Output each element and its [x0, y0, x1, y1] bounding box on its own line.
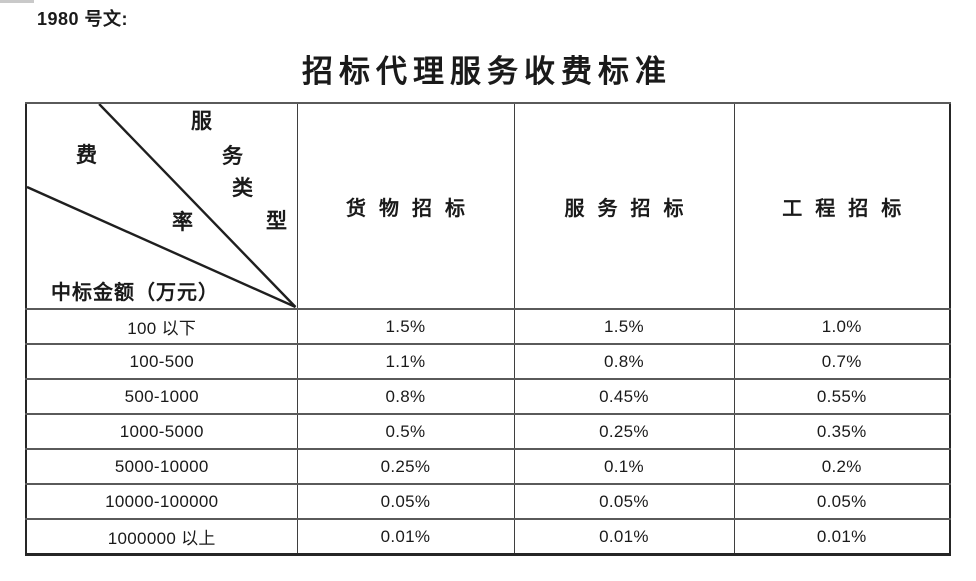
- table-row: 5000-10000 0.25% 0.1% 0.2%: [25, 448, 951, 485]
- service-type-char-3: 类: [232, 176, 266, 200]
- table-row: 1000-5000 0.5% 0.25% 0.35%: [25, 413, 951, 450]
- rate-cell: 0.55%: [733, 378, 951, 415]
- rate-cell: 0.25%: [296, 448, 515, 485]
- table-row: 500-1000 0.8% 0.45% 0.55%: [25, 378, 951, 415]
- rate-cell: 0.25%: [513, 413, 735, 450]
- rate-cell: 0.01%: [513, 518, 735, 555]
- diagonal-divider-lines: [27, 105, 296, 308]
- amount-range-cell: 1000000 以上: [25, 518, 298, 555]
- rate-cell: 0.8%: [513, 343, 735, 380]
- rate-cell: 1.5%: [513, 308, 735, 345]
- amount-range-cell: 10000-100000: [25, 483, 298, 520]
- page-title: 招标代理服务收费标准: [302, 54, 672, 89]
- column-header-services: 服务招标: [513, 102, 735, 310]
- table-header-row: 费 率 服 务 类 型 中标金额（万元） 货物招标 服务招标 工程招标: [25, 102, 951, 310]
- diagonal-header-cell: 费 率 服 务 类 型 中标金额（万元）: [25, 102, 298, 310]
- amount-range-cell: 100-500: [25, 343, 298, 380]
- rate-cell: 0.05%: [513, 483, 735, 520]
- service-type-char-2: 务: [222, 144, 256, 168]
- rate-cell: 0.05%: [733, 483, 951, 520]
- column-header-engineering: 工程招标: [733, 102, 951, 310]
- amount-range-cell: 1000-5000: [25, 413, 298, 450]
- table-row: 100 以下 1.5% 1.5% 1.0%: [25, 308, 951, 345]
- rate-cell: 0.2%: [733, 448, 951, 485]
- rate-cell: 0.1%: [513, 448, 735, 485]
- table-row: 10000-100000 0.05% 0.05% 0.05%: [25, 483, 951, 520]
- diagonal-header-content: 费 率 服 务 类 型 中标金额（万元）: [27, 105, 297, 308]
- rate-cell: 1.1%: [296, 343, 515, 380]
- rate-cell: 0.7%: [733, 343, 951, 380]
- service-type-char-1: 服: [191, 109, 225, 133]
- fee-rate-char-1: 费: [76, 143, 110, 167]
- fee-standard-table: 费 率 服 务 类 型 中标金额（万元） 货物招标 服务招标 工程招标 100 …: [25, 102, 951, 556]
- amount-range-cell: 500-1000: [25, 378, 298, 415]
- rate-cell: 0.01%: [733, 518, 951, 555]
- table-row: 1000000 以上 0.01% 0.01% 0.01%: [25, 518, 951, 555]
- rate-cell: 0.35%: [733, 413, 951, 450]
- rate-cell: 1.5%: [296, 308, 515, 345]
- row-axis-label: 中标金额（万元）: [51, 282, 219, 304]
- service-type-char-4: 型: [266, 209, 297, 233]
- rate-cell: 0.5%: [296, 413, 515, 450]
- scan-edge-artifact: [0, 0, 34, 3]
- rate-cell: 0.05%: [296, 483, 515, 520]
- rate-cell: 0.45%: [513, 378, 735, 415]
- table-row: 100-500 1.1% 0.8% 0.7%: [25, 343, 951, 380]
- rate-cell: 0.01%: [296, 518, 515, 555]
- column-header-goods: 货物招标: [296, 102, 515, 310]
- amount-range-cell: 100 以下: [25, 308, 298, 345]
- amount-range-cell: 5000-10000: [25, 448, 298, 485]
- doc-reference-label: 1980 号文:: [37, 9, 129, 29]
- rate-cell: 1.0%: [733, 308, 951, 345]
- rate-cell: 0.8%: [296, 378, 515, 415]
- fee-rate-char-2: 率: [172, 210, 206, 234]
